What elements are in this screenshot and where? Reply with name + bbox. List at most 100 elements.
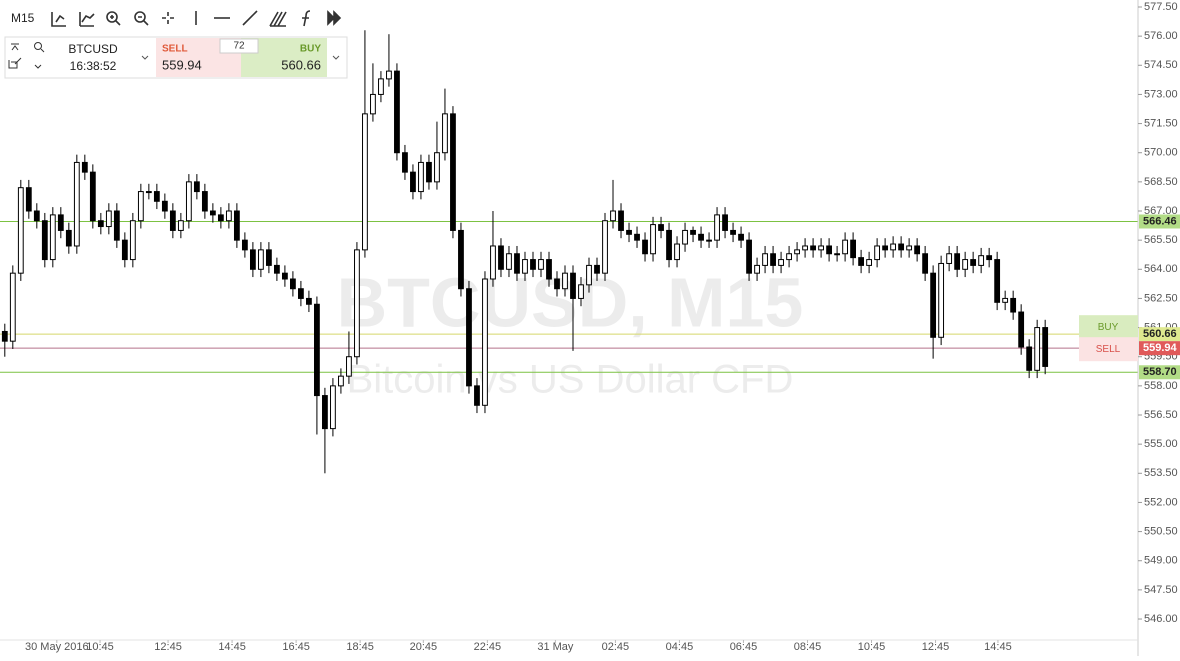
- widget-icon[interactable]: [8, 57, 22, 69]
- y-tick-label: 576.00: [1144, 30, 1178, 42]
- tool-icon[interactable]: [106, 11, 118, 23]
- candle-body: [273, 264, 280, 274]
- candle-body: [314, 303, 320, 397]
- candle-body: [570, 272, 576, 299]
- x-tick-label: 31 May: [537, 641, 574, 653]
- widget-icon: [40, 48, 45, 53]
- candle-body: [802, 245, 808, 251]
- candle-body: [770, 253, 776, 266]
- candle-body: [370, 93, 376, 115]
- axes: 546.00 547.50 549.00 550.50 552.00 553.50 555.…: [25, 1, 1180, 653]
- y-tick-label: 573.00: [1144, 88, 1178, 100]
- candle-body: [41, 220, 48, 261]
- price-line-tag: [1139, 341, 1180, 356]
- y-tick-label: 565.50: [1144, 234, 1178, 246]
- candle-body: [161, 200, 168, 212]
- candle-body: [922, 253, 929, 274]
- candle-body: [562, 272, 568, 290]
- candle-body: [145, 191, 152, 194]
- candle-body: [674, 243, 680, 261]
- timeframe[interactable]: M15: [11, 11, 35, 25]
- candle-body: [986, 255, 993, 261]
- candle-body: [914, 245, 921, 255]
- price-line-label: 559.94: [1143, 342, 1178, 354]
- candle-body: [602, 220, 608, 274]
- candle-body: [402, 152, 408, 173]
- tool-icon[interactable]: [51, 12, 66, 27]
- candle-body: [994, 259, 1001, 303]
- candle-body: [458, 229, 464, 290]
- tool-icon[interactable]: [302, 10, 311, 27]
- candle-body: [642, 239, 648, 255]
- candle-body: [874, 245, 881, 261]
- candle-body: [882, 245, 889, 251]
- candle-body: [1042, 327, 1049, 367]
- y-tick-label: 555.00: [1144, 438, 1178, 450]
- tool-icon[interactable]: [242, 10, 258, 26]
- tool-icon[interactable]: [134, 11, 146, 23]
- candle-body: [1010, 297, 1017, 313]
- spread-box: [219, 38, 259, 54]
- candle-body: [498, 245, 504, 270]
- tool-icon[interactable]: [79, 12, 95, 27]
- candle-body: [265, 249, 272, 266]
- candle-body: [842, 239, 848, 255]
- price-line-tag: [1139, 365, 1180, 380]
- candle-body: [578, 284, 584, 299]
- candle-body: [586, 264, 592, 286]
- candle-body: [754, 264, 760, 274]
- candle-body: [962, 259, 969, 270]
- timeframe-button[interactable]: [5, 6, 43, 30]
- candle-body: [209, 210, 216, 216]
- candle-body: [338, 375, 344, 387]
- buy-order-box: [1079, 315, 1138, 340]
- x-tick-label: 08:45: [794, 641, 822, 653]
- candle-body: [786, 253, 792, 261]
- candle-body: [506, 253, 512, 270]
- candle-body: [778, 259, 784, 266]
- y-tick-label: 558.00: [1144, 380, 1178, 392]
- candle-body: [1034, 327, 1041, 371]
- candle-body: [650, 224, 656, 255]
- candle-body: [538, 259, 544, 270]
- candle-body: [762, 253, 768, 266]
- widget-icon[interactable]: [34, 64, 42, 69]
- candle-body: [49, 214, 56, 261]
- candle-body: [554, 278, 560, 290]
- candle-body: [81, 161, 88, 173]
- plot-area: [0, 30, 1138, 474]
- candle-body: [834, 253, 840, 256]
- x-tick-label: 12:45: [154, 641, 182, 653]
- candle-body: [450, 113, 456, 231]
- y-tick-label: 547.50: [1144, 584, 1178, 596]
- sell-order-box: [1079, 337, 1138, 362]
- x-tick-label: 16:45: [282, 641, 310, 653]
- sell-order-label: SELL: [1096, 344, 1121, 355]
- candle-body: [17, 187, 24, 274]
- watermark: BTCUSD, M15 Bitcoin vs US Dollar CFD: [337, 263, 804, 401]
- widget-icon[interactable]: [34, 42, 42, 50]
- quote-widget: BTCUSD 16:38:52 SELL 559.94 72 BUY 560.6…: [4, 36, 348, 79]
- candle-body: [730, 229, 736, 235]
- spread: 72: [233, 41, 245, 52]
- candle-body: [153, 191, 160, 202]
- candle-body: [658, 224, 664, 231]
- candle-body: [666, 229, 672, 261]
- tool-icon[interactable]: [269, 11, 287, 27]
- price-line-tag: [1139, 327, 1180, 342]
- y-tick-label: 562.50: [1144, 292, 1178, 304]
- candle-body: [225, 210, 232, 222]
- candle-body: [121, 239, 128, 261]
- tool-icon[interactable]: [327, 10, 342, 26]
- candle-body: [626, 229, 632, 235]
- watermark-title: BTCUSD, M15: [337, 263, 804, 341]
- sell-price: 559.94: [162, 57, 202, 72]
- candle-body: [113, 210, 120, 241]
- candle-body: [73, 161, 80, 247]
- x-tick-label: 06:45: [730, 641, 758, 653]
- y-tick-label: 568.50: [1144, 176, 1178, 188]
- candle-body: [442, 113, 448, 154]
- candle-body: [418, 161, 424, 193]
- tool-icon[interactable]: [162, 12, 174, 24]
- dropdown-icon[interactable]: [141, 55, 340, 60]
